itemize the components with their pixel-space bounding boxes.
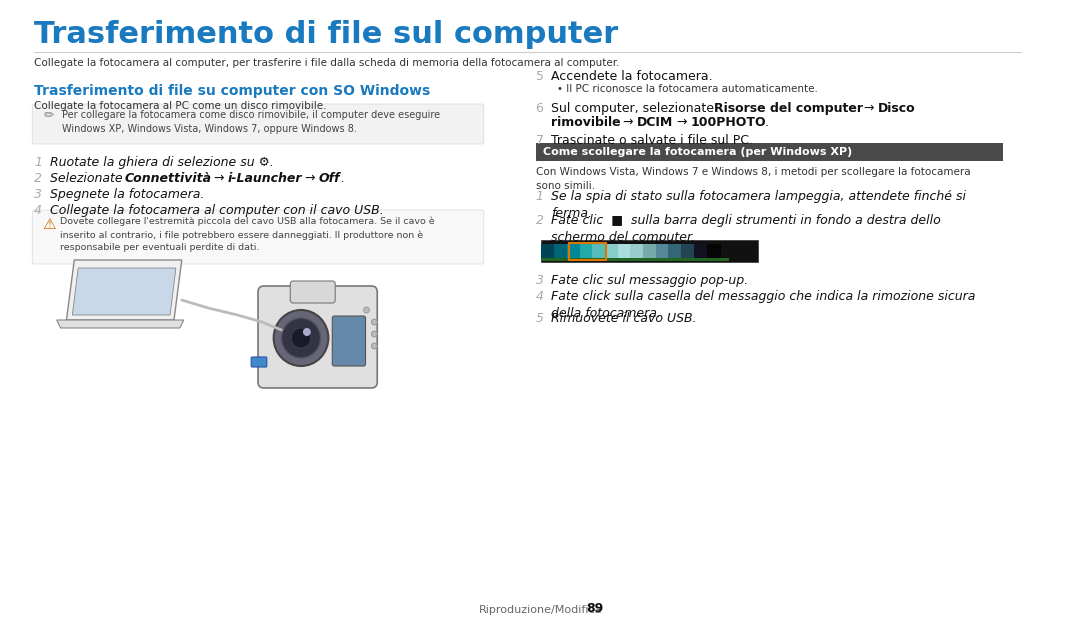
Text: Rimuovete il cavo USB.: Rimuovete il cavo USB.	[551, 312, 697, 325]
Text: Selezionate: Selezionate	[50, 172, 126, 185]
Text: Collegate la fotocamera al computer con il cavo USB.: Collegate la fotocamera al computer con …	[50, 204, 383, 217]
Text: Trasferimento di file sul computer: Trasferimento di file sul computer	[35, 20, 619, 49]
FancyBboxPatch shape	[258, 286, 377, 388]
Circle shape	[364, 307, 369, 313]
Bar	[706, 244, 721, 259]
Text: Fate clic sul messaggio pop-up.: Fate clic sul messaggio pop-up.	[551, 274, 748, 287]
Text: →: →	[673, 116, 691, 129]
Text: Con Windows Vista, Windows 7 e Windows 8, i metodi per scollegare la fotocamera
: Con Windows Vista, Windows 7 e Windows 8…	[536, 167, 970, 191]
Text: Collegate la fotocamera al computer, per trasferire i file dalla scheda di memor: Collegate la fotocamera al computer, per…	[35, 58, 620, 68]
Text: →: →	[860, 102, 878, 115]
Circle shape	[273, 310, 328, 366]
FancyBboxPatch shape	[252, 357, 267, 367]
FancyBboxPatch shape	[333, 316, 365, 366]
Text: Spegnete la fotocamera.: Spegnete la fotocamera.	[50, 188, 204, 201]
Text: DCIM: DCIM	[637, 116, 674, 129]
Text: Se la spia di stato sulla fotocamera lampeggia, attendete finché si
ferma.: Se la spia di stato sulla fotocamera lam…	[551, 190, 967, 220]
Text: Connettività: Connettività	[124, 172, 212, 185]
Bar	[669, 244, 684, 259]
Bar	[569, 243, 606, 260]
Text: .: .	[765, 116, 769, 129]
Text: 7: 7	[536, 134, 543, 147]
Text: rimovibile: rimovibile	[551, 116, 621, 129]
Bar	[580, 244, 594, 259]
Text: 5: 5	[536, 312, 543, 325]
Circle shape	[292, 328, 311, 348]
Text: Dovete collegare l'estremità piccola del cavo USB alla fotocamera. Se il cavo è
: Dovete collegare l'estremità piccola del…	[59, 217, 434, 252]
Bar	[694, 244, 708, 259]
Text: Fate clic  ■  sulla barra degli strumenti in fondo a destra dello
schermo del co: Fate clic ■ sulla barra degli strumenti …	[551, 214, 941, 244]
Text: Per collegare la fotocamera come disco rimovibile, il computer deve eseguire
Win: Per collegare la fotocamera come disco r…	[62, 110, 440, 134]
Text: Ruotate la ghiera di selezione su ⚙.: Ruotate la ghiera di selezione su ⚙.	[50, 156, 273, 169]
Text: Fate click sulla casella del messaggio che indica la rimozione sicura
della foto: Fate click sulla casella del messaggio c…	[551, 290, 975, 320]
Text: 1: 1	[35, 156, 42, 169]
Text: Trasferimento di file su computer con SO Windows: Trasferimento di file su computer con SO…	[35, 84, 431, 98]
Text: 3: 3	[536, 274, 543, 287]
Text: • Il PC riconosce la fotocamera automaticamente.: • Il PC riconosce la fotocamera automati…	[557, 84, 818, 94]
Text: →: →	[210, 172, 228, 185]
Bar	[618, 244, 632, 259]
Text: 3: 3	[35, 188, 42, 201]
Circle shape	[303, 328, 311, 336]
Bar	[681, 244, 696, 259]
Circle shape	[372, 331, 377, 337]
Bar	[567, 244, 581, 259]
Text: Accendete la fotocamera.: Accendete la fotocamera.	[551, 70, 713, 83]
Bar	[643, 244, 658, 259]
Text: 6: 6	[536, 102, 543, 115]
Text: →: →	[619, 116, 638, 129]
Polygon shape	[67, 260, 181, 320]
Bar	[541, 244, 556, 259]
Text: Riproduzione/Modifica: Riproduzione/Modifica	[478, 605, 603, 615]
Text: 89: 89	[586, 602, 604, 615]
Text: →: →	[300, 172, 320, 185]
Text: .: .	[340, 172, 343, 185]
Circle shape	[372, 343, 377, 349]
Text: Sul computer, selezionate: Sul computer, selezionate	[551, 102, 718, 115]
Polygon shape	[56, 320, 184, 328]
Text: 4: 4	[536, 290, 543, 303]
Bar	[592, 244, 607, 259]
Circle shape	[282, 318, 321, 358]
Text: 1: 1	[536, 190, 543, 203]
Text: 2: 2	[536, 214, 543, 227]
Text: 100PHOTO: 100PHOTO	[691, 116, 767, 129]
Bar	[541, 258, 729, 261]
Text: 4: 4	[35, 204, 42, 217]
Text: i-Launcher: i-Launcher	[228, 172, 302, 185]
Bar	[541, 240, 758, 262]
Circle shape	[372, 319, 377, 325]
Bar	[605, 244, 620, 259]
FancyBboxPatch shape	[536, 143, 1002, 161]
Bar	[554, 244, 569, 259]
Text: Risorse del computer: Risorse del computer	[715, 102, 863, 115]
Text: ✏: ✏	[44, 109, 54, 122]
FancyBboxPatch shape	[32, 104, 484, 144]
Bar	[656, 244, 671, 259]
Text: Trascinate o salvate i file sul PC.: Trascinate o salvate i file sul PC.	[551, 134, 753, 147]
FancyBboxPatch shape	[32, 210, 484, 264]
Text: Come scollegare la fotocamera (per Windows XP): Come scollegare la fotocamera (per Windo…	[543, 147, 852, 157]
Text: Collegate la fotocamera al PC come un disco rimovibile.: Collegate la fotocamera al PC come un di…	[35, 101, 327, 111]
Text: Off: Off	[319, 172, 340, 185]
Text: ⚠: ⚠	[42, 217, 56, 232]
Bar	[631, 244, 645, 259]
Text: 5: 5	[536, 70, 543, 83]
Text: 2: 2	[35, 172, 42, 185]
FancyBboxPatch shape	[291, 281, 335, 303]
Polygon shape	[72, 268, 176, 315]
Text: Disco: Disco	[878, 102, 916, 115]
